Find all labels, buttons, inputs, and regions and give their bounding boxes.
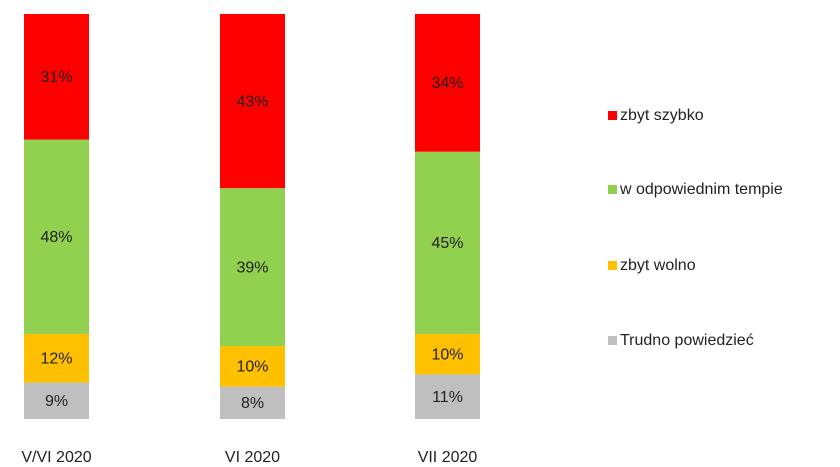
value-label: 34% xyxy=(431,75,463,92)
legend-swatch xyxy=(608,336,617,345)
value-label: 10% xyxy=(431,346,463,363)
value-label: 8% xyxy=(241,395,264,412)
legend-swatch xyxy=(608,185,617,194)
value-label: 9% xyxy=(45,393,68,410)
bar-segment xyxy=(415,151,480,334)
value-label: 45% xyxy=(431,235,463,252)
value-label: 10% xyxy=(236,359,268,376)
x-tick-label: VI 2020 xyxy=(225,449,280,466)
value-label: 43% xyxy=(236,93,268,110)
value-label: 48% xyxy=(40,229,72,246)
bar-segment xyxy=(24,139,89,334)
bar-segment xyxy=(220,188,285,347)
value-label: 31% xyxy=(40,69,72,86)
legend-label: zbyt szybko xyxy=(620,107,704,124)
bar-segment xyxy=(24,333,89,383)
value-label: 39% xyxy=(236,259,268,276)
value-label: 12% xyxy=(40,350,72,367)
x-tick-label: VII 2020 xyxy=(418,449,478,466)
bar-segment xyxy=(220,346,285,387)
value-label: 11% xyxy=(432,389,463,406)
legend-label: Trudno powiedzieć xyxy=(620,332,754,349)
bar-segment xyxy=(220,386,285,419)
x-tick-label: V/VI 2020 xyxy=(21,449,91,466)
bar-segment xyxy=(415,374,480,419)
legend-label: w odpowiednim tempie xyxy=(619,181,783,198)
legend-swatch xyxy=(608,261,617,270)
bar-segment xyxy=(24,14,89,140)
bar-segment xyxy=(220,14,285,189)
bar-segment xyxy=(415,14,480,152)
bar-segment xyxy=(24,382,89,419)
legend-label: zbyt wolno xyxy=(620,257,696,274)
legend-swatch xyxy=(608,111,617,120)
bar-segment xyxy=(415,333,480,375)
